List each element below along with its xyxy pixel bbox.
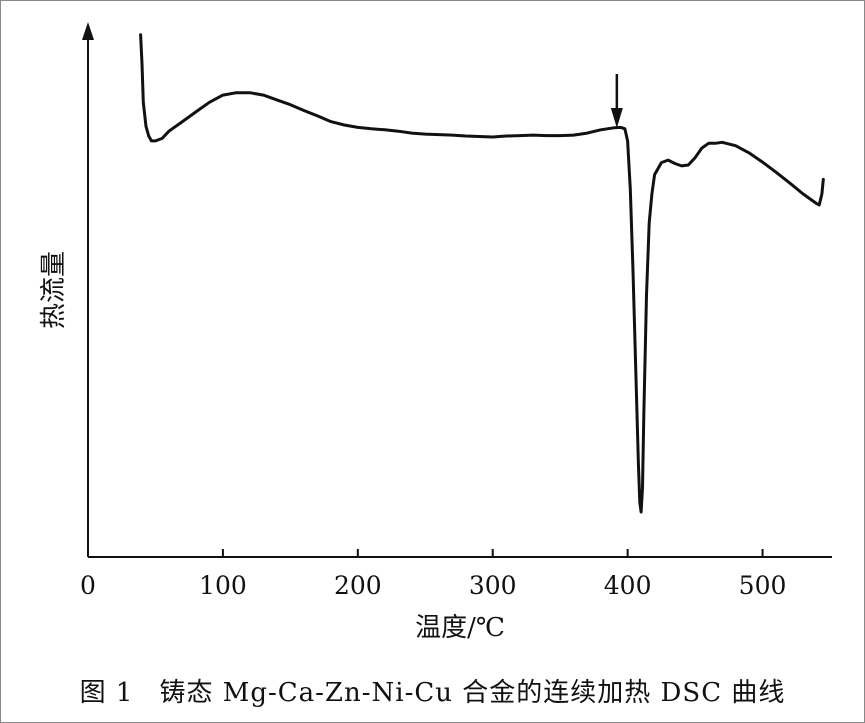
x-ticks (87, 549, 764, 557)
x-axis-label: 温度/℃ (415, 613, 505, 643)
x-tick-labels: 0 100 200 300 400 500 (80, 571, 786, 600)
x-tick-label: 100 (199, 571, 247, 600)
axes (82, 22, 832, 558)
x-tick-label: 300 (469, 571, 517, 600)
caption-text: 铸态 Mg-Ca-Zn-Ni-Cu 合金的连续加热 DSC 曲线 (159, 678, 786, 708)
x-tick-label: 0 (80, 571, 96, 600)
figure-caption: 图 1 铸态 Mg-Ca-Zn-Ni-Cu 合金的连续加热 DSC 曲线 (0, 672, 865, 709)
dsc-chart: 0 100 200 300 400 500 温度/℃ 热流量 (39, 22, 832, 643)
y-axis-label: 热流量 (39, 251, 69, 329)
annotations (610, 74, 623, 128)
x-tick-label: 400 (604, 571, 652, 600)
x-tick-label: 200 (334, 571, 382, 600)
series-layer (139, 33, 825, 514)
caption-number: 图 1 (79, 678, 134, 708)
annotation-arrow-head (610, 108, 623, 128)
x-tick-label: 500 (739, 571, 787, 600)
series-line (139, 33, 825, 514)
y-axis-arrowhead (82, 22, 94, 40)
